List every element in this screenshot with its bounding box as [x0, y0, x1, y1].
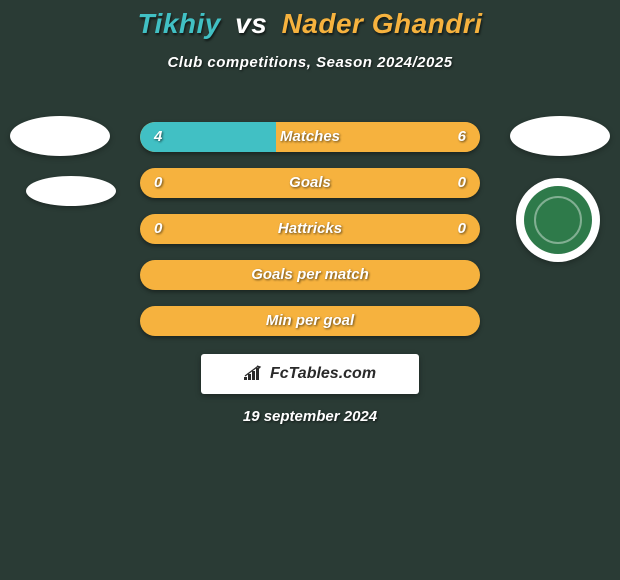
club-crest-icon — [524, 186, 592, 254]
stat-label: Goals per match — [140, 260, 480, 290]
stat-label: Goals — [140, 168, 480, 198]
stat-bar-goals-per-match: Goals per match — [140, 260, 480, 290]
player1-club-logo — [26, 176, 116, 206]
title-row: Tikhiy vs Nader Ghandri — [0, 0, 620, 40]
subtitle: Club competitions, Season 2024/2025 — [0, 54, 620, 71]
stat-label: Min per goal — [140, 306, 480, 336]
bar-chart-icon — [244, 365, 266, 383]
stat-bar-goals: 0 0 Goals — [140, 168, 480, 198]
brand-box: FcTables.com — [201, 354, 419, 394]
stat-bar-matches: 4 6 Matches — [140, 122, 480, 152]
player2-name: Nader Ghandri — [282, 8, 483, 39]
player2-avatar — [510, 116, 610, 156]
player2-club-logo — [516, 178, 600, 262]
player1-name: Tikhiy — [137, 8, 220, 39]
stats-area: 4 6 Matches 0 0 Goals 0 0 Hattricks Goal… — [140, 122, 480, 352]
comparison-card: Tikhiy vs Nader Ghandri Club competition… — [0, 0, 620, 580]
stat-bar-min-per-goal: Min per goal — [140, 306, 480, 336]
stat-bar-hattricks: 0 0 Hattricks — [140, 214, 480, 244]
player1-avatar — [10, 116, 110, 156]
vs-label: vs — [235, 8, 267, 39]
stat-label: Matches — [140, 122, 480, 152]
stat-label: Hattricks — [140, 214, 480, 244]
brand-label: FcTables.com — [270, 365, 376, 383]
date-label: 19 september 2024 — [0, 408, 620, 425]
